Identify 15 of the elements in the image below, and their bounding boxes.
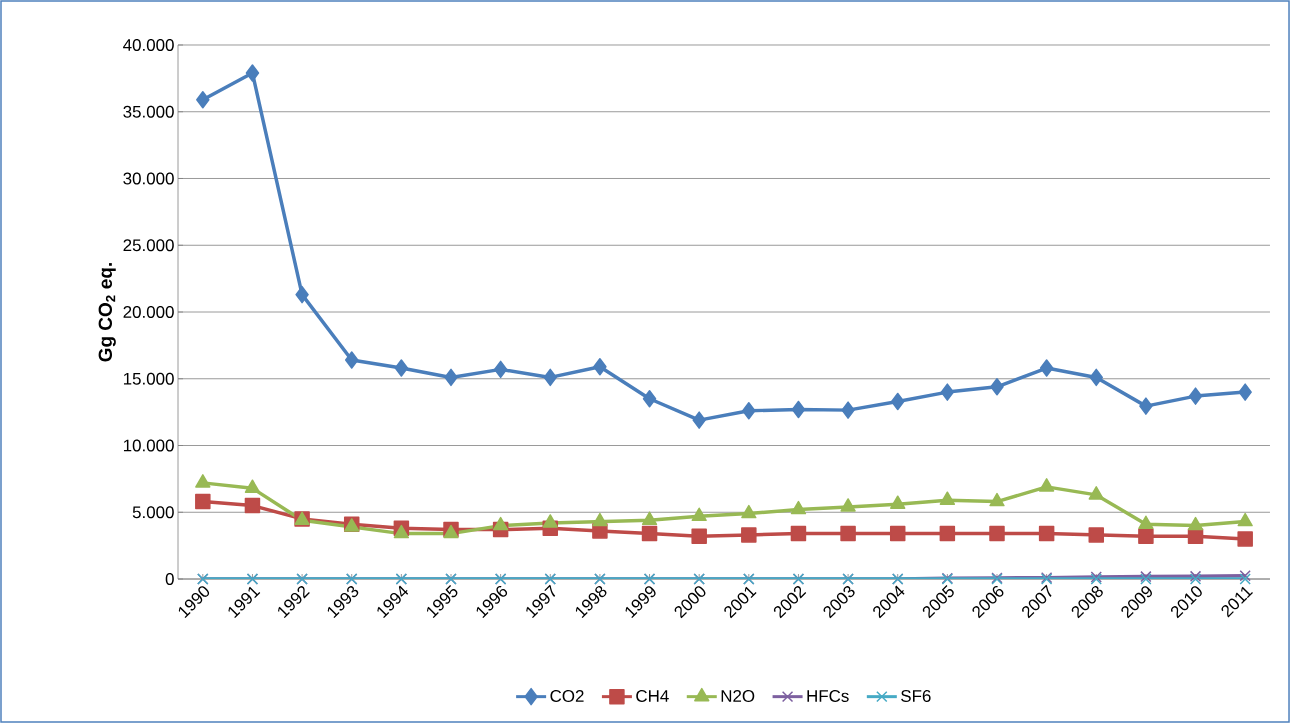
y-tick-label: 35.000 — [123, 105, 174, 118]
legend-label: SF6 — [901, 689, 931, 702]
y-tick-label: 25.000 — [123, 239, 174, 252]
legend-label: HFCs — [807, 689, 849, 702]
legend-label: CH4 — [636, 689, 669, 702]
y-tick-label: 10.000 — [123, 439, 174, 452]
y-tick-label: 5.000 — [132, 506, 174, 519]
y-tick-label: 15.000 — [123, 372, 174, 385]
y-tick-label: 40.000 — [123, 39, 174, 51]
y-tick-label: 20.000 — [123, 306, 174, 318]
y-tick-label: 30.000 — [123, 172, 174, 185]
y-tick-label: 0 — [165, 573, 174, 585]
y-axis-title: Gg CO$_{2}$ eq. — [98, 263, 116, 362]
legend-label: CO2 — [550, 689, 584, 702]
legend-label: N2O — [721, 689, 755, 702]
